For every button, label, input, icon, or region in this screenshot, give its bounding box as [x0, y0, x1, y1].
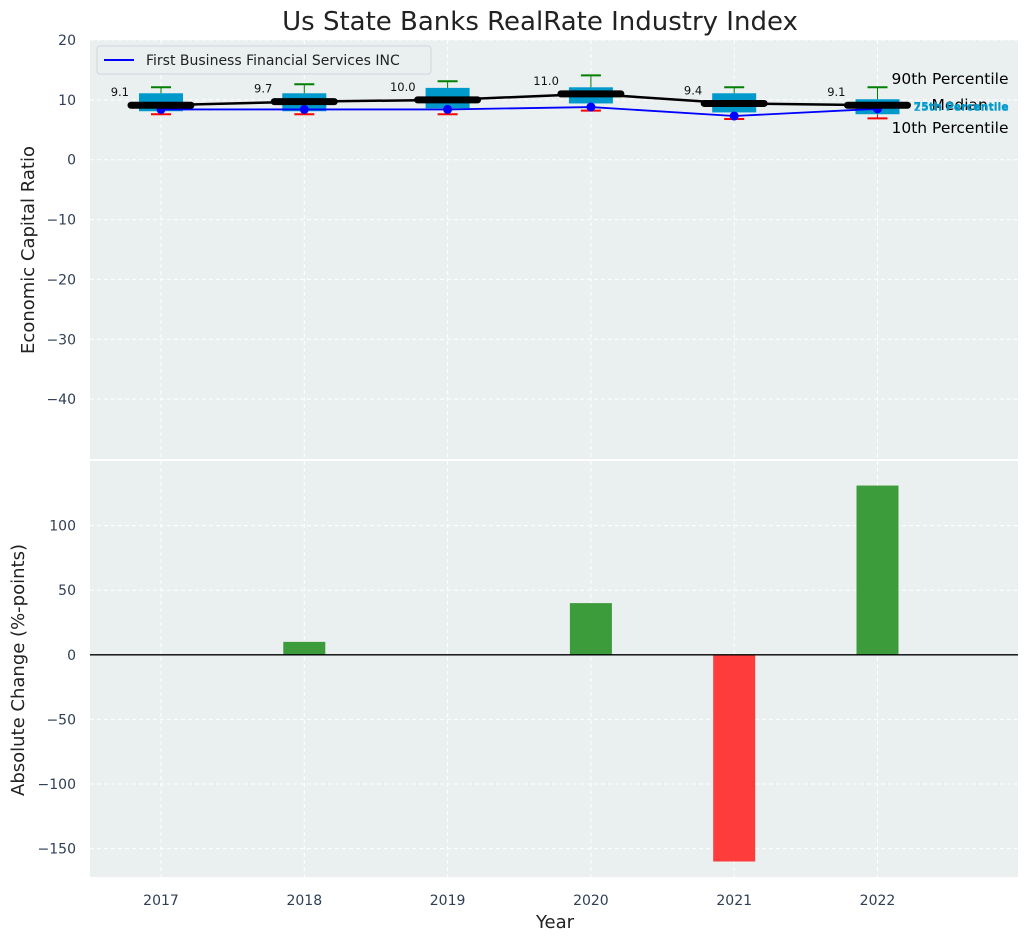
bottom-y-tick-label: −50 — [46, 712, 76, 728]
p10-annotation: 10th Percentile — [892, 119, 1009, 137]
x-axis-title: Year — [535, 912, 575, 933]
median-value-label: 10.0 — [390, 80, 416, 94]
company-point — [299, 104, 309, 114]
company-point — [443, 104, 453, 114]
change-bar — [283, 641, 326, 655]
p25-annotation: 25th Percentile — [914, 101, 1009, 114]
company-series-line — [161, 106, 878, 117]
change-bar — [856, 485, 899, 655]
bottom-y-tick-label: 100 — [49, 519, 76, 535]
bottom-y-tick-label: 0 — [67, 648, 76, 664]
top-y-tick-label: 10 — [58, 93, 76, 109]
top-y-tick-label: 20 — [58, 33, 76, 49]
legend-box — [96, 45, 432, 75]
median-value-label: 9.1 — [111, 85, 129, 99]
company-point — [729, 111, 739, 121]
legend-label: First Business Financial Services INC — [146, 53, 400, 69]
top-y-tick-label: −20 — [46, 272, 76, 288]
median-annotation: Median — [932, 96, 988, 114]
median-value-label: 11.0 — [533, 74, 559, 88]
top-y-axis-title: Economic Capital Ratio — [18, 146, 39, 354]
median-value-label: 9.4 — [684, 83, 702, 97]
x-tick-label: 2018 — [286, 893, 322, 909]
company-point — [586, 102, 596, 112]
x-tick-label: 2021 — [716, 893, 752, 909]
x-tick-label: 2022 — [860, 893, 896, 909]
change-bar — [713, 654, 756, 862]
x-tick-label: 2019 — [430, 893, 466, 909]
top-y-tick-label: −40 — [46, 392, 76, 408]
legend: First Business Financial Services INC — [96, 45, 432, 75]
change-bar — [569, 603, 612, 655]
bottom-y-tick-label: −100 — [38, 777, 76, 793]
bottom-y-axis-title: Absolute Change (%-points) — [8, 544, 29, 796]
bottom-panel: 100 50 0 −50 −100 −150 2017 2018 2019 2020 2021 202… — [38, 461, 1018, 909]
bottom-y-tick-label: −150 — [38, 842, 76, 858]
bottom-y-tick-label: 50 — [58, 583, 76, 599]
top-panel: 20 10 0 −10 −20 −30 −40 9.1 9.7 10.0 11.0 9.4 9.1 90t… — [46, 33, 1018, 459]
top-y-tick-label: −30 — [46, 332, 76, 348]
x-tick-label: 2020 — [573, 893, 609, 909]
p75-annotation: 75th Percentile — [914, 100, 1009, 113]
median-value-label: 9.7 — [254, 82, 272, 96]
x-tick-label: 2017 — [143, 893, 179, 909]
top-y-tick-label: 0 — [67, 153, 76, 169]
p90-annotation: 90th Percentile — [892, 70, 1009, 88]
chart-title: Us State Banks RealRate Industry Index — [282, 7, 798, 37]
top-y-tick-label: −10 — [46, 213, 76, 229]
median-value-label: 9.1 — [827, 85, 845, 99]
